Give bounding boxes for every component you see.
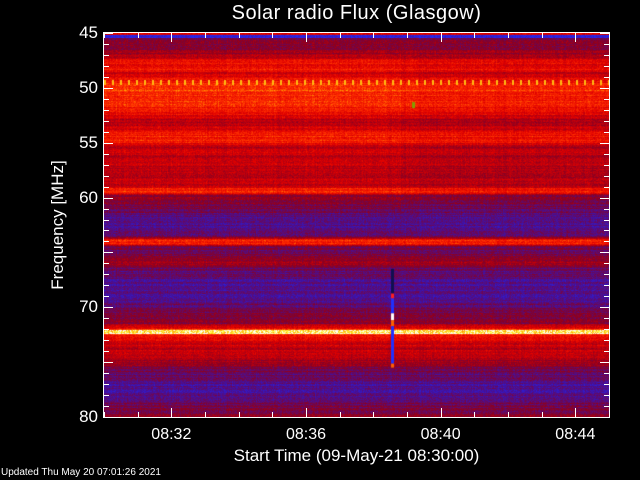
- y-tick-label: 80: [79, 407, 98, 426]
- spectrogram-plot: [104, 33, 609, 417]
- chart-title: Solar radio Flux (Glasgow): [231, 2, 482, 24]
- x-tick-label: 08:40: [420, 426, 461, 443]
- x-tick-label: 08:32: [151, 426, 192, 443]
- updated-timestamp: Updated Thu May 20 07:01:26 2021: [1, 467, 161, 478]
- y-axis-label: Frequency [MHz]: [48, 160, 67, 290]
- y-tick-label: 45: [79, 23, 98, 42]
- y-tick-label: 60: [79, 187, 98, 207]
- spectrogram-heatmap: [104, 33, 609, 417]
- x-tick-label: 08:36: [285, 426, 327, 443]
- y-tick-label: 70: [79, 297, 98, 317]
- x-axis-label: Start Time (09-May-21 08:30:00): [233, 446, 480, 465]
- y-tick-label: 55: [79, 132, 98, 152]
- x-tick-label: 08:44: [555, 426, 596, 443]
- y-tick-label: 50: [79, 77, 98, 97]
